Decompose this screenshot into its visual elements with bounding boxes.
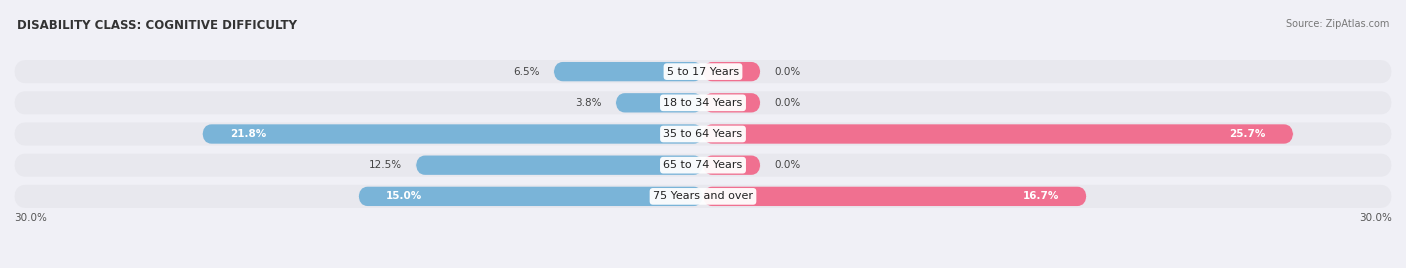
- Text: 16.7%: 16.7%: [1022, 191, 1059, 201]
- Text: 25.7%: 25.7%: [1229, 129, 1265, 139]
- FancyBboxPatch shape: [703, 155, 761, 175]
- Text: 15.0%: 15.0%: [387, 191, 422, 201]
- FancyBboxPatch shape: [416, 155, 703, 175]
- Text: 30.0%: 30.0%: [14, 213, 46, 223]
- Text: 5 to 17 Years: 5 to 17 Years: [666, 67, 740, 77]
- Text: 0.0%: 0.0%: [775, 160, 800, 170]
- FancyBboxPatch shape: [14, 185, 1392, 208]
- FancyBboxPatch shape: [703, 187, 1087, 206]
- Text: DISABILITY CLASS: COGNITIVE DIFFICULTY: DISABILITY CLASS: COGNITIVE DIFFICULTY: [17, 19, 297, 32]
- FancyBboxPatch shape: [616, 93, 703, 113]
- FancyBboxPatch shape: [554, 62, 703, 81]
- FancyBboxPatch shape: [703, 93, 761, 113]
- FancyBboxPatch shape: [14, 91, 1392, 114]
- FancyBboxPatch shape: [14, 60, 1392, 83]
- Text: 75 Years and over: 75 Years and over: [652, 191, 754, 201]
- FancyBboxPatch shape: [703, 124, 1294, 144]
- Text: Source: ZipAtlas.com: Source: ZipAtlas.com: [1285, 19, 1389, 29]
- Text: 6.5%: 6.5%: [513, 67, 540, 77]
- Text: 35 to 64 Years: 35 to 64 Years: [664, 129, 742, 139]
- Text: 0.0%: 0.0%: [775, 98, 800, 108]
- Text: 12.5%: 12.5%: [368, 160, 402, 170]
- Text: 0.0%: 0.0%: [775, 67, 800, 77]
- Text: 65 to 74 Years: 65 to 74 Years: [664, 160, 742, 170]
- FancyBboxPatch shape: [202, 124, 703, 144]
- Text: 21.8%: 21.8%: [231, 129, 266, 139]
- Text: 3.8%: 3.8%: [575, 98, 602, 108]
- FancyBboxPatch shape: [14, 122, 1392, 146]
- Text: 18 to 34 Years: 18 to 34 Years: [664, 98, 742, 108]
- Text: 30.0%: 30.0%: [1360, 213, 1392, 223]
- FancyBboxPatch shape: [14, 154, 1392, 177]
- FancyBboxPatch shape: [359, 187, 703, 206]
- FancyBboxPatch shape: [703, 62, 761, 81]
